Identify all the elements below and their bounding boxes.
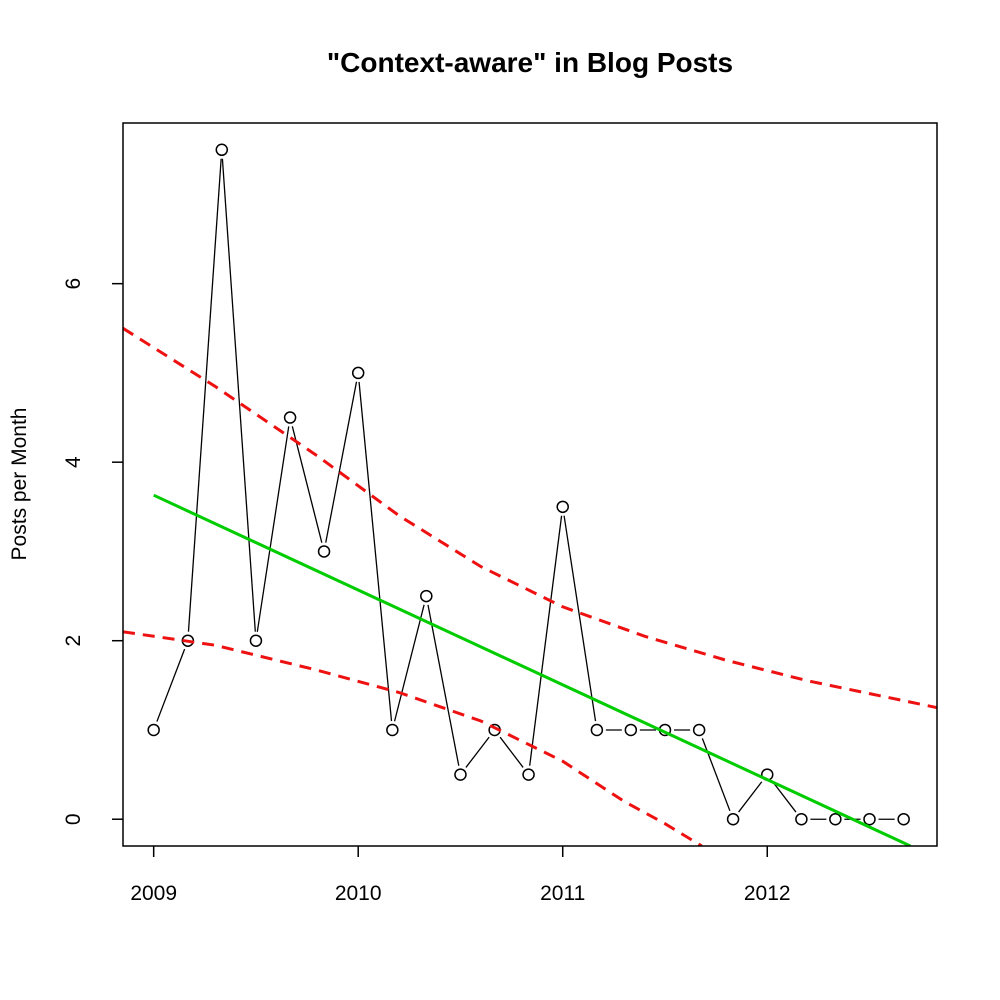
data-point [522,768,535,781]
data-segment [465,736,490,768]
data-point [147,723,160,737]
data-point [283,411,297,424]
dashed-line-2 [123,327,937,710]
data-segment [529,515,563,766]
plot-area [123,143,937,846]
data-point [590,723,604,737]
data-segment [772,781,797,813]
data-segment [427,604,460,766]
trend-line [153,493,912,846]
data-point [624,723,638,737]
data-segment [701,738,731,812]
data-segment [738,781,763,813]
data-point [317,545,331,558]
data-point [726,812,740,826]
dashed-line-3 [123,630,703,846]
x-tick-label-2011: 2011 [540,882,585,905]
data-segment [221,158,256,632]
data-segment [156,648,186,722]
data-segment [256,426,290,632]
data-point [386,723,399,737]
data-point [249,634,263,647]
data-segment [393,604,425,722]
data-segment [325,381,358,543]
data-point [863,812,876,826]
data-point [829,812,842,826]
x-tick-label-2010: 2010 [335,882,382,905]
data-point [351,366,365,380]
data-segment [499,736,524,768]
data-segment [187,158,222,632]
data-point [454,768,467,781]
y-axis-label: Posts per Month [8,408,31,561]
x-tick-label-2012: 2012 [744,882,791,905]
chart-title: "Context-aware" in Blog Posts [327,47,733,78]
plot-frame [122,122,938,847]
data-point [215,143,229,157]
y-tick-label-4: 4 [62,456,85,468]
data-point [897,812,910,826]
data-segment [563,515,597,722]
axes: 2009 2010 2011 2012 0 2 4 6 [62,278,791,905]
data-segment [358,381,393,722]
data-point [795,812,808,826]
data-point [420,589,433,603]
y-tick-label-0: 0 [62,813,85,825]
data-point [556,500,569,514]
x-tick-label-2009: 2009 [130,882,177,905]
data-point [692,723,706,737]
y-tick-label-2: 2 [62,635,85,647]
y-tick-label-6: 6 [62,278,85,290]
data-segment [291,426,323,543]
